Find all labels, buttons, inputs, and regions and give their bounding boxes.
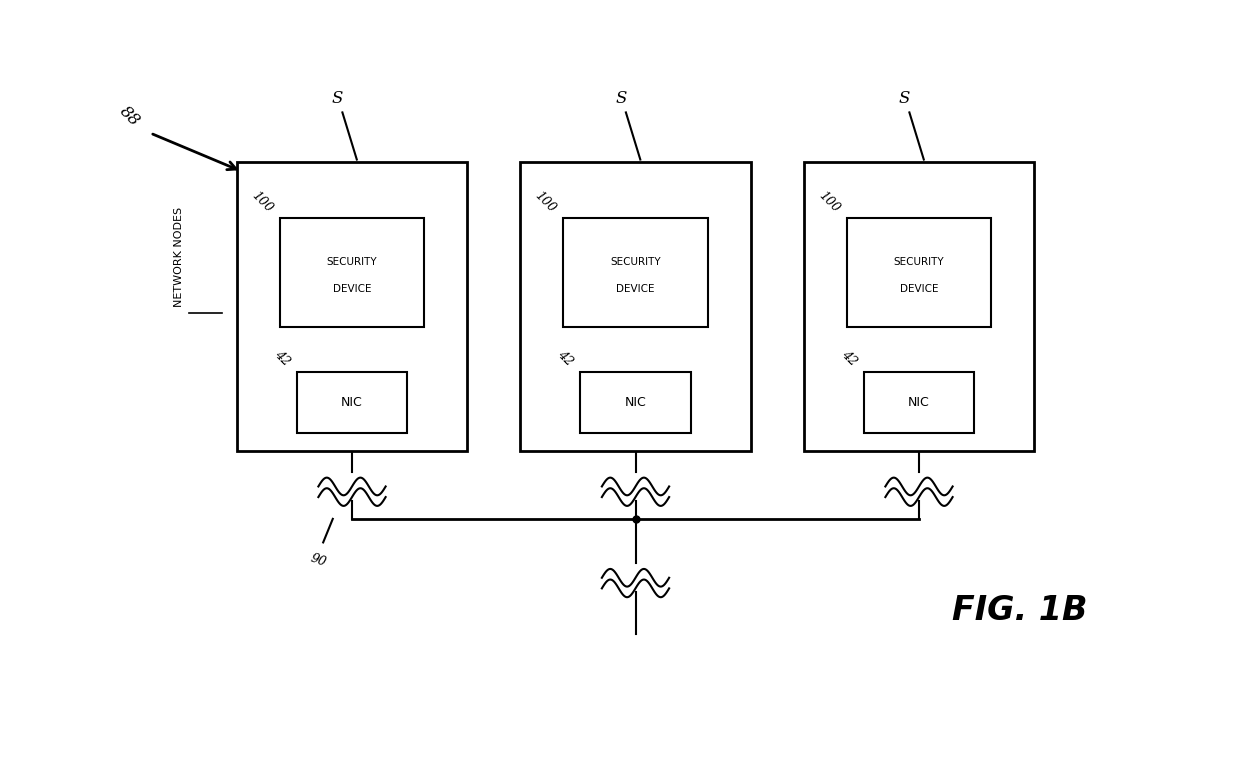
Text: S: S [615,90,626,106]
Text: 42: 42 [556,348,575,369]
Bar [237,162,467,451]
Bar [521,162,751,451]
Text: 42: 42 [272,348,291,369]
Text: NIC: NIC [341,396,363,409]
Text: S: S [332,90,343,106]
Text: SECURITY: SECURITY [894,257,945,267]
Text: 100: 100 [532,190,558,216]
Bar [563,219,708,327]
Text: NETWORK NODES: NETWORK NODES [174,207,184,307]
Text: SECURITY: SECURITY [326,257,377,267]
Text: NIC: NIC [625,396,646,409]
Text: SECURITY: SECURITY [610,257,661,267]
Bar [296,372,407,434]
Bar [280,219,424,327]
Bar [847,219,991,327]
Text: 88: 88 [115,103,143,130]
Text: 100: 100 [816,190,842,216]
Bar [804,162,1034,451]
Text: S: S [899,90,910,106]
Bar [864,372,975,434]
Text: DEVICE: DEVICE [616,285,655,295]
Text: DEVICE: DEVICE [900,285,939,295]
Bar [580,372,691,434]
Text: 100: 100 [249,190,275,216]
Text: 90: 90 [309,552,329,569]
Text: NIC: NIC [908,396,930,409]
Text: 42: 42 [838,348,859,369]
Text: DEVICE: DEVICE [332,285,371,295]
Text: FIG. 1B: FIG. 1B [952,594,1087,627]
